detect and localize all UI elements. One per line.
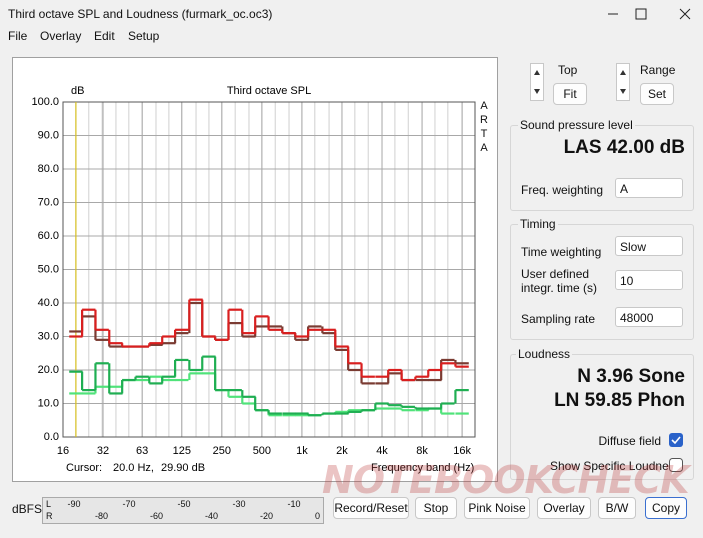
group-title: Loudness <box>516 347 573 361</box>
plot-frame <box>62 101 476 438</box>
y-tick-label: 20.0 <box>38 364 59 376</box>
button[interactable]: B/W <box>598 497 636 519</box>
group-box <box>510 354 694 480</box>
y-tick-label: 10.0 <box>38 397 59 409</box>
x-tick-label: 8k <box>416 445 428 457</box>
select[interactable]: A <box>615 178 683 198</box>
y-tick-label: 0.0 <box>44 431 59 443</box>
y-tick-label: 90.0 <box>38 129 59 141</box>
y-tick-label: 100.0 <box>31 96 59 108</box>
select[interactable]: 48000 <box>615 307 683 327</box>
watermark: NOTEBOOKCHECK <box>322 458 690 502</box>
cursor-x: 20.0 Hz, <box>113 462 154 474</box>
window-controls[interactable] <box>596 0 703 28</box>
maximize[interactable] <box>635 8 647 20</box>
x-tick-label: 1k <box>296 445 308 457</box>
y-tick-label: 30.0 <box>38 330 59 342</box>
x-tick-label: 16 <box>57 445 69 457</box>
chart: dB Third octave SPL Frequency band (Hz) … <box>12 57 498 482</box>
label: Show Specific Loudness <box>550 459 681 473</box>
y-tick-label: 80.0 <box>38 163 59 175</box>
meter-tick-label: -90 <box>67 499 81 509</box>
spinner[interactable] <box>616 63 630 101</box>
text-input[interactable]: 10 <box>615 270 683 290</box>
channel-label: L <box>46 499 52 509</box>
y-tick-label: 60.0 <box>38 230 59 242</box>
side-label: ARTA <box>478 100 490 156</box>
label: Freq. weighting <box>521 183 604 197</box>
x-tick-label: 250 <box>213 445 231 457</box>
spl-reading: LAS 42.00 dB <box>563 137 685 158</box>
meter-tick-label: -10 <box>287 499 301 509</box>
meter-tick-label: -20 <box>260 511 274 521</box>
x-tick-label: 63 <box>136 445 148 457</box>
loudness-ln: LN 59.85 Phon <box>554 390 685 411</box>
x-tick-label: 32 <box>97 445 109 457</box>
label: Time weighting <box>521 245 602 259</box>
menu-item[interactable]: Setup <box>128 29 160 43</box>
menu-item[interactable]: File <box>8 29 28 43</box>
checkbox[interactable] <box>669 458 683 472</box>
x-axis-label: Frequency band (Hz) <box>371 462 474 474</box>
group-title: Sound pressure level <box>518 118 635 132</box>
group-box <box>510 224 694 340</box>
label: Diffuse field <box>598 434 661 448</box>
select[interactable]: Slow <box>615 236 683 256</box>
meter-tick-label: -40 <box>205 511 219 521</box>
label: Sampling rate <box>521 312 596 326</box>
button[interactable]: Record/Reset <box>333 497 409 519</box>
x-tick-label: 16k <box>453 445 471 457</box>
meter-tick-label: -60 <box>150 511 164 521</box>
button[interactable]: Fit <box>553 83 587 105</box>
y-tick-label: 50.0 <box>38 263 59 275</box>
y-tick-label: 70.0 <box>38 196 59 208</box>
button[interactable]: Copy <box>645 497 687 519</box>
menu-item[interactable]: Edit <box>94 29 115 43</box>
meter-tick-label: -70 <box>122 499 136 509</box>
loudness-n: N 3.96 Sone <box>577 366 685 387</box>
cursor-label: Cursor: <box>66 462 102 474</box>
spinner[interactable] <box>530 63 544 101</box>
meter-tick-label: -30 <box>232 499 246 509</box>
meter-tick-label: -80 <box>95 511 109 521</box>
x-tick-label: 4k <box>376 445 388 457</box>
x-tick-label: 2k <box>336 445 348 457</box>
group-title: Timing <box>518 217 558 231</box>
checkbox[interactable] <box>669 433 683 447</box>
level-meter: L R -90 -70 -50 -30 -10 -80 -60 -40 -20 0 <box>42 497 324 524</box>
y-axis-label: dB <box>71 85 84 97</box>
channel-label: R <box>46 511 53 521</box>
button[interactable]: Stop <box>415 497 457 519</box>
label: Top <box>558 63 578 77</box>
meter-tick-label: 0 <box>315 511 321 521</box>
y-tick-label: 40.0 <box>38 297 59 309</box>
x-tick-label: 500 <box>253 445 271 457</box>
button[interactable]: Pink Noise <box>464 497 530 519</box>
button[interactable]: Set <box>640 83 674 105</box>
meter-tick-label: -50 <box>177 499 191 509</box>
close[interactable] <box>679 8 691 20</box>
menu-item[interactable]: Overlay <box>40 29 82 43</box>
meter-label: dBFS <box>12 502 43 516</box>
button[interactable]: Overlay <box>537 497 591 519</box>
chart-title: Third octave SPL <box>227 85 311 97</box>
x-tick-label: 125 <box>173 445 191 457</box>
label: User defined integr. time (s) <box>521 267 598 295</box>
label: Range <box>640 63 676 77</box>
cursor-y: 29.90 dB <box>161 462 205 474</box>
window-title: Third octave SPL and Loudness (furmark_o… <box>8 7 273 21</box>
